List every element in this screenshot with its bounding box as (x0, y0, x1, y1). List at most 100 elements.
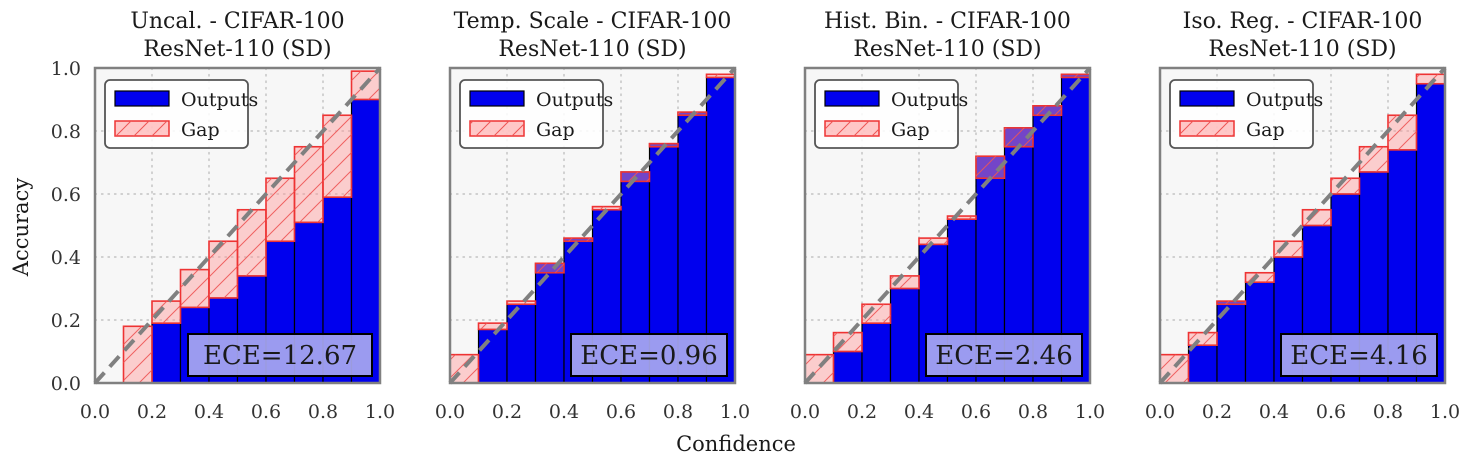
panel-title-line2: ResNet-110 (SD) (498, 37, 686, 62)
gap-hatch (1188, 332, 1217, 346)
y-tick-label: 0.8 (51, 121, 81, 143)
gap-hatch (1388, 115, 1417, 150)
x-tick-label: 0.8 (308, 401, 338, 423)
gap-hatch (507, 301, 536, 305)
legend-gap-label: Gap (891, 119, 930, 141)
legend-gap-hatch (470, 121, 524, 136)
outputs-bar (861, 322, 892, 384)
legend: Outputs Gap (814, 79, 968, 149)
ece-annotation: ECE=4.16 (1280, 333, 1438, 377)
gap-hatch (706, 74, 735, 78)
panel-title-line2: ResNet-110 (SD) (143, 37, 331, 62)
legend-outputs-label: Outputs (891, 89, 968, 111)
calibration-panel-3: Hist. Bin. - CIFAR-100 ResNet-110 (SD) 0.0… (790, 9, 1105, 423)
outputs-bar (889, 287, 920, 384)
panel-title-line1: Temp. Scale - CIFAR-100 (454, 9, 732, 34)
gap-hatch (478, 323, 507, 330)
gap-hatch (1217, 301, 1246, 305)
gap-hatch (123, 326, 152, 383)
legend-outputs-label: Outputs (1246, 89, 1323, 111)
gap-hatch (1274, 241, 1303, 257)
legend-gap-label: Gap (536, 119, 575, 141)
x-tick-label: 1.0 (720, 401, 750, 423)
x-tick-label: 0.4 (904, 401, 934, 423)
gap-hatch (947, 216, 976, 220)
plot-frame (1158, 66, 1447, 385)
legend-outputs-label: Outputs (536, 89, 613, 111)
legend-outputs-swatch (824, 90, 880, 107)
gap-hatch (1061, 74, 1090, 78)
calibration-panel-1: Uncal. - CIFAR-100 ResNet-110 (SD) 0.0 0.2 0… (51, 9, 395, 423)
panel-title-line1: Hist. Bin. - CIFAR-100 (824, 9, 1071, 34)
plot-frame (93, 66, 382, 385)
ece-annotation: ECE=12.67 (187, 333, 373, 377)
y-tick-label: 1.0 (51, 58, 81, 80)
x-tick-label: 1.0 (1430, 401, 1460, 423)
x-tick-label: 0.0 (435, 401, 465, 423)
panel-title-line1: Uncal. - CIFAR-100 (130, 9, 344, 34)
y-tick-label: 0.2 (51, 310, 81, 332)
ece-value: ECE=4.16 (1290, 341, 1428, 371)
x-tick-label: 0.8 (1018, 401, 1048, 423)
x-tick-label: 0.6 (961, 401, 991, 423)
x-tick-label: 0.2 (847, 401, 877, 423)
gap-hatch (535, 263, 564, 273)
x-tick-label: 0.0 (790, 401, 820, 423)
panel-title-line2: ResNet-110 (SD) (853, 37, 1041, 62)
ece-annotation: ECE=2.46 (925, 333, 1083, 377)
outputs-bar (151, 322, 182, 384)
legend-outputs-label: Outputs (181, 89, 258, 111)
outputs-bar (477, 328, 508, 384)
legend-gap-label: Gap (181, 119, 220, 141)
gap-hatch (294, 146, 323, 223)
ece-box (187, 333, 373, 377)
gap-hatch (833, 332, 862, 352)
ece-box (570, 333, 728, 377)
x-tick-label: 0.0 (1145, 401, 1175, 423)
gap-hatch (323, 115, 352, 198)
ece-box (925, 333, 1083, 377)
legend-gap-hatch (115, 121, 169, 136)
panel-title-line2: ResNet-110 (SD) (1208, 37, 1396, 62)
perfect-calibration-line (1158, 66, 1447, 385)
legend-gap-hatch (1180, 121, 1234, 136)
perfect-calibration-line (803, 66, 1092, 385)
x-tick-label: 0.6 (251, 401, 281, 423)
ece-value: ECE=0.96 (580, 341, 718, 371)
gap-hatch (1245, 272, 1274, 283)
x-tick-label: 0.8 (1373, 401, 1403, 423)
gap-hatch (976, 156, 1005, 179)
panels: Uncal. - CIFAR-100 ResNet-110 (SD) 0.0 0.2 0… (51, 9, 1460, 423)
y-tick-label: 0.6 (51, 184, 81, 206)
legend: Outputs Gap (104, 79, 258, 149)
legend-outputs-swatch (1179, 90, 1235, 107)
gap-hatch (237, 209, 266, 276)
x-tick-label: 0.6 (606, 401, 636, 423)
legend-outputs-swatch (114, 90, 170, 107)
outputs-bar (832, 350, 863, 384)
legend-outputs-swatch (469, 90, 525, 107)
x-tick-label: 0.2 (137, 401, 167, 423)
calibration-panel-4: Iso. Reg. - CIFAR-100 ResNet-110 (SD) 0.0 0… (1145, 9, 1460, 423)
perfect-calibration-line (448, 66, 737, 385)
gap-hatch (862, 304, 891, 324)
gap-hatch (152, 301, 181, 324)
x-axis-label: Confidence (676, 432, 796, 456)
outputs-bar (1060, 73, 1091, 384)
ece-value: ECE=12.67 (203, 341, 357, 371)
gap-hatch (1302, 209, 1331, 226)
x-tick-label: 0.4 (1259, 401, 1289, 423)
gap-hatch (919, 238, 948, 245)
gap-hatch (180, 269, 209, 308)
x-tick-label: 1.0 (1075, 401, 1105, 423)
gap-hatch (1416, 74, 1445, 84)
legend: Outputs Gap (1169, 79, 1323, 149)
outputs-bar (1187, 344, 1218, 384)
x-tick-label: 1.0 (365, 401, 395, 423)
x-tick-label: 0.0 (80, 401, 110, 423)
calibration-panel-2: Temp. Scale - CIFAR-100 ResNet-110 (SD) 0.… (435, 9, 750, 423)
y-axis-label: Accuracy (9, 178, 33, 278)
perfect-calibration-line (93, 66, 382, 385)
panel-title-line1: Iso. Reg. - CIFAR-100 (1183, 9, 1423, 34)
